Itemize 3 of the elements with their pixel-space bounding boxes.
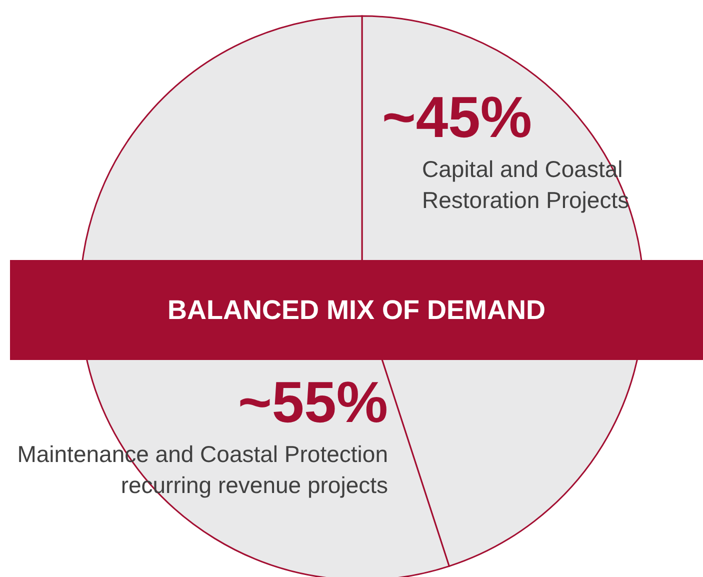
data-label: ~45% <box>382 85 532 150</box>
text: BALANCED MIX OF DEMAND <box>10 260 703 360</box>
data-label: ~55% <box>238 370 388 435</box>
